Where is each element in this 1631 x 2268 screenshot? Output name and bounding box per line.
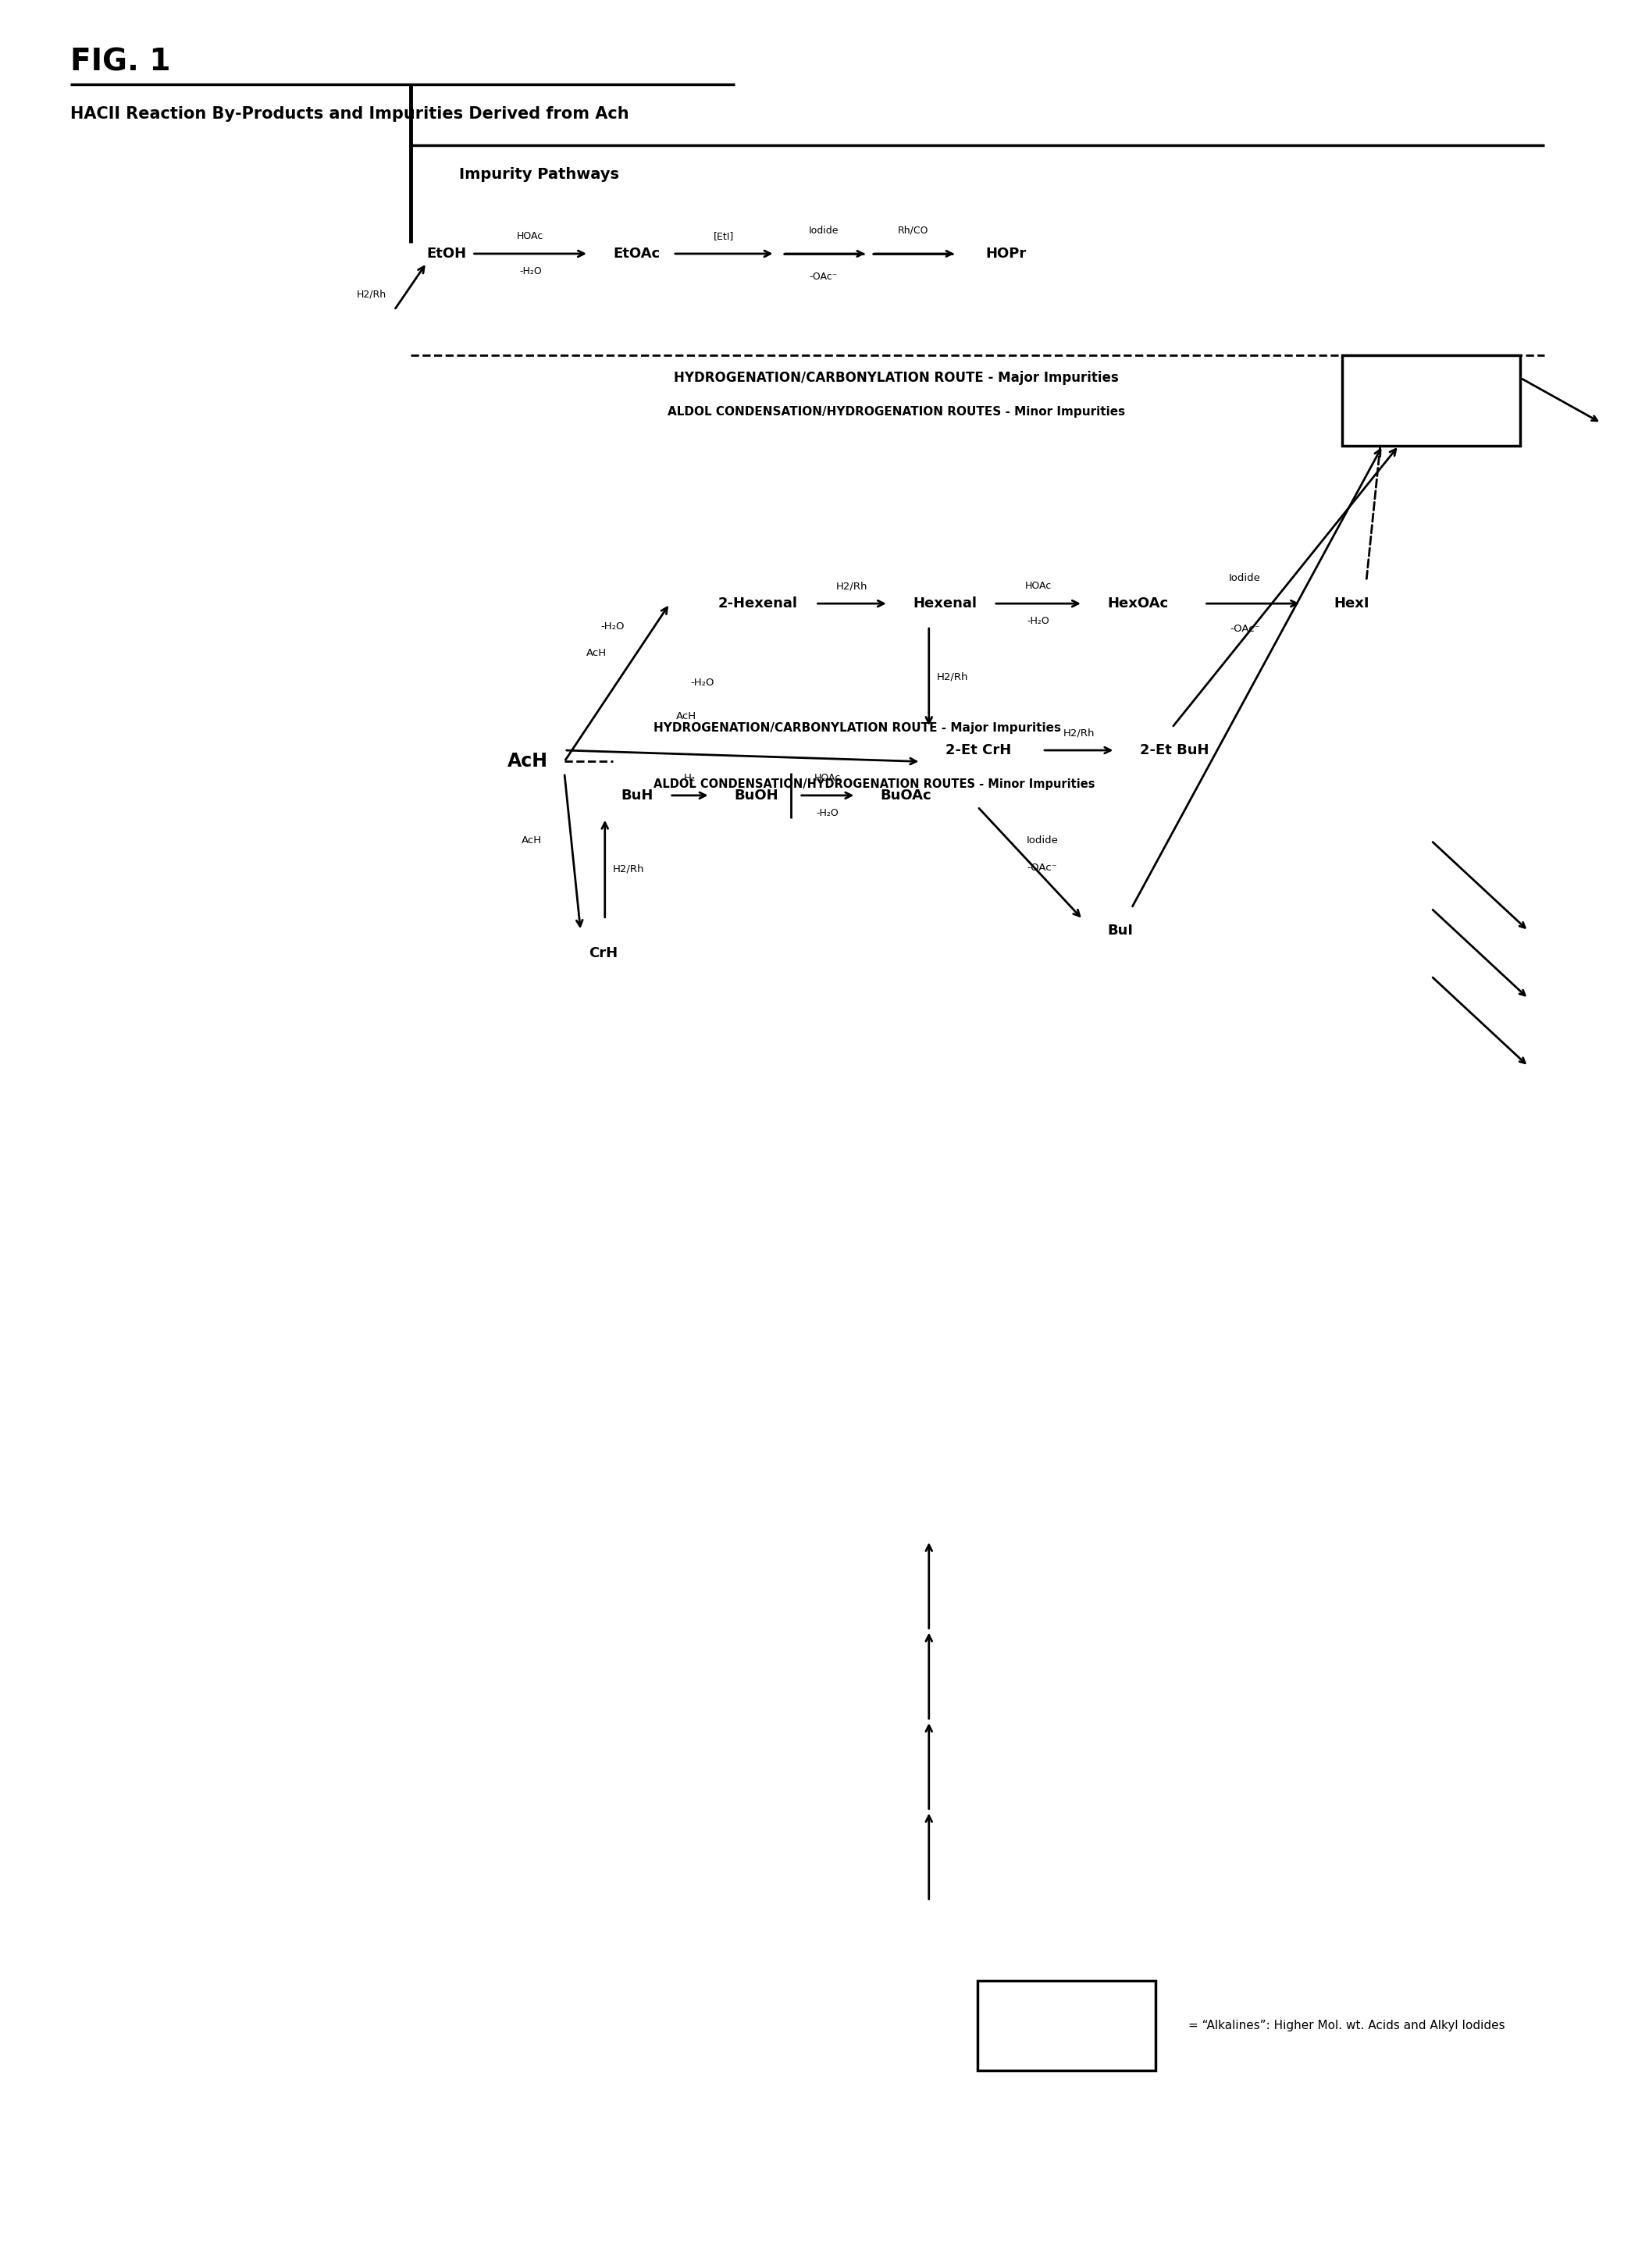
Text: H2/Rh: H2/Rh bbox=[1063, 728, 1094, 737]
Bar bbox=[1342, 356, 1520, 445]
Text: -H₂O: -H₂O bbox=[602, 621, 625, 631]
Text: = “Alkalines”: Higher Mol. wt. Acids and Alkyl Iodides: = “Alkalines”: Higher Mol. wt. Acids and… bbox=[1187, 2021, 1505, 2032]
Text: FIG. 1: FIG. 1 bbox=[70, 48, 171, 77]
Text: BuI: BuI bbox=[1107, 923, 1134, 939]
Text: BuOH: BuOH bbox=[734, 789, 778, 803]
Text: Heavies: Heavies bbox=[1395, 392, 1468, 408]
Text: -H₂O: -H₂O bbox=[519, 265, 541, 277]
Text: Iodide: Iodide bbox=[809, 225, 838, 236]
Text: ALDOL CONDENSATION/HYDROGENATION ROUTES - Minor Impurities: ALDOL CONDENSATION/HYDROGENATION ROUTES … bbox=[667, 406, 1125, 417]
Text: HexI: HexI bbox=[1334, 596, 1370, 610]
Text: -H₂O: -H₂O bbox=[690, 678, 714, 687]
Text: HYDROGENATION/CARBONYLATION ROUTE - Major Impurities: HYDROGENATION/CARBONYLATION ROUTE - Majo… bbox=[674, 372, 1119, 386]
Text: 2-Et CrH: 2-Et CrH bbox=[944, 744, 1011, 758]
Text: H₂: H₂ bbox=[683, 773, 696, 782]
Text: EtOH: EtOH bbox=[427, 247, 466, 261]
Text: HACII Reaction By-Products and Impurities Derived from Ach: HACII Reaction By-Products and Impuritie… bbox=[70, 107, 630, 122]
Text: HexOAc: HexOAc bbox=[1107, 596, 1168, 610]
Text: -OAc⁻: -OAc⁻ bbox=[809, 272, 838, 281]
Text: ALDOL CONDENSATION/HYDROGENATION ROUTES - Minor Impurities: ALDOL CONDENSATION/HYDROGENATION ROUTES … bbox=[654, 778, 1094, 789]
Text: Heavies: Heavies bbox=[1032, 2019, 1101, 2032]
Text: H2/Rh: H2/Rh bbox=[357, 290, 387, 299]
Text: H2/Rh: H2/Rh bbox=[613, 864, 644, 873]
Text: [EtI]: [EtI] bbox=[714, 231, 734, 240]
Text: HOAc: HOAc bbox=[517, 231, 543, 240]
Text: Iodide: Iodide bbox=[1228, 574, 1261, 583]
Text: AcH: AcH bbox=[587, 649, 607, 658]
Text: 2-Hexenal: 2-Hexenal bbox=[718, 596, 798, 610]
Text: -OAc⁻: -OAc⁻ bbox=[1028, 862, 1057, 873]
Text: HOAc: HOAc bbox=[814, 773, 842, 782]
Text: H2/Rh: H2/Rh bbox=[938, 671, 969, 683]
Text: BuH: BuH bbox=[621, 789, 654, 803]
Text: AcH: AcH bbox=[522, 835, 541, 846]
Text: EtOAc: EtOAc bbox=[613, 247, 661, 261]
Text: AcH: AcH bbox=[507, 753, 548, 771]
Text: AcH: AcH bbox=[675, 712, 696, 721]
Text: HYDROGENATION/CARBONYLATION ROUTE - Major Impurities: HYDROGENATION/CARBONYLATION ROUTE - Majo… bbox=[654, 721, 1062, 733]
Text: BuOAc: BuOAc bbox=[881, 789, 931, 803]
Text: HOPr: HOPr bbox=[985, 247, 1026, 261]
Text: -OAc⁻: -OAc⁻ bbox=[1230, 624, 1259, 635]
Text: H2/Rh: H2/Rh bbox=[837, 581, 868, 592]
Text: Hexenal: Hexenal bbox=[913, 596, 977, 610]
Text: -H₂O: -H₂O bbox=[1028, 617, 1049, 626]
Text: Rh/CO: Rh/CO bbox=[897, 225, 928, 236]
Bar bbox=[977, 1980, 1156, 2071]
Text: Iodide: Iodide bbox=[1026, 835, 1059, 846]
Text: HOAc: HOAc bbox=[1024, 581, 1052, 592]
Text: Impurity Pathways: Impurity Pathways bbox=[458, 168, 620, 181]
Text: 2-Et BuH: 2-Et BuH bbox=[1140, 744, 1209, 758]
Text: CrH: CrH bbox=[589, 946, 618, 959]
Text: -H₂O: -H₂O bbox=[817, 807, 838, 819]
